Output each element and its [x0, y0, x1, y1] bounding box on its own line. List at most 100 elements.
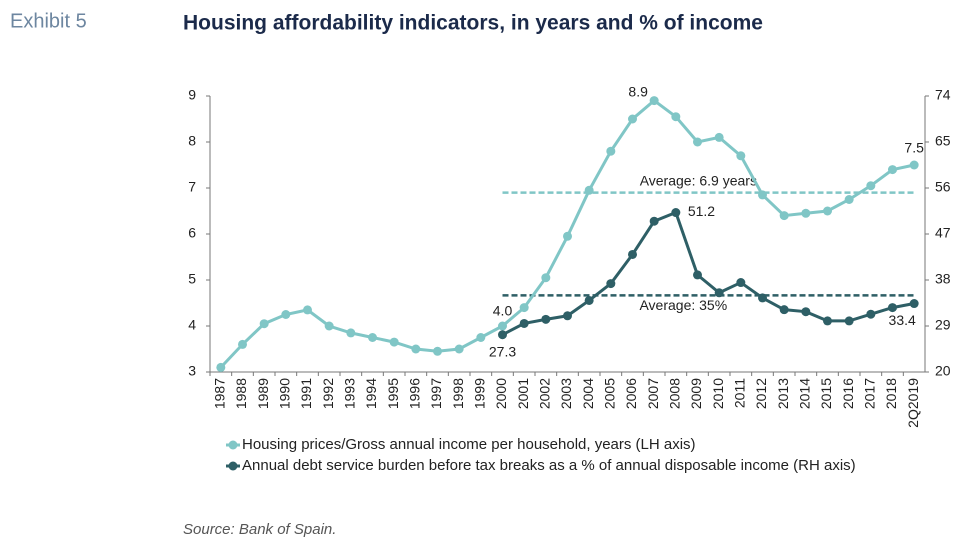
point — [714, 288, 724, 298]
x-tick-label: 2001 — [515, 378, 531, 409]
x-tick-label: 2017 — [862, 378, 878, 409]
point — [801, 307, 811, 317]
y-tick-label: 7 — [188, 179, 196, 195]
point — [693, 137, 702, 147]
x-tick-label: 1997 — [428, 378, 444, 409]
point — [389, 337, 399, 347]
point — [563, 231, 572, 241]
average-label: Average: 6.9 years — [640, 172, 757, 188]
x-tick-label: 1996 — [407, 378, 423, 409]
point — [909, 160, 919, 170]
point — [736, 151, 746, 161]
data-label: 8.9 — [628, 83, 648, 99]
point — [823, 206, 832, 216]
source-note: Source: Bank of Spain. — [183, 521, 336, 538]
point — [693, 270, 702, 280]
x-tick-label: 1988 — [233, 378, 249, 409]
x-tick-label: 1990 — [277, 378, 293, 409]
point — [216, 362, 226, 372]
x-tick-label: 2007 — [645, 378, 661, 409]
x-tick-label: 1992 — [320, 378, 336, 409]
point — [498, 321, 507, 331]
y-tick-label: 6 — [188, 225, 196, 241]
point — [519, 303, 529, 313]
point — [671, 112, 681, 122]
x-tick-label: 2018 — [883, 378, 899, 409]
y2-tick-label: 65 — [935, 133, 951, 149]
point — [433, 346, 442, 356]
x-tick-label: 2003 — [558, 378, 574, 409]
point — [238, 339, 247, 349]
point — [866, 181, 876, 191]
x-tick-label: 2000 — [493, 378, 509, 409]
x-tick-label: 2010 — [710, 378, 726, 409]
y-tick-label: 4 — [188, 317, 196, 333]
point — [844, 195, 854, 204]
point — [844, 316, 854, 326]
point — [866, 309, 876, 319]
x-tick-label: 1987 — [212, 378, 228, 409]
point — [736, 278, 746, 288]
x-tick-label: 1995 — [385, 378, 401, 409]
x-tick-label: 1993 — [342, 378, 358, 409]
y-tick-label: 5 — [188, 271, 196, 287]
y2-tick-label: 56 — [935, 179, 951, 195]
data-label: 7.5 — [904, 140, 924, 156]
point — [411, 344, 421, 354]
x-tick-label: 2011 — [732, 378, 748, 408]
x-tick-label: 2015 — [818, 378, 834, 409]
x-tick-label: 1999 — [472, 378, 488, 409]
point — [519, 318, 529, 328]
point — [758, 190, 767, 200]
point — [563, 311, 572, 321]
x-tick-label: 1994 — [363, 378, 379, 409]
point — [714, 132, 724, 142]
x-tick-label: 1998 — [450, 378, 466, 409]
point — [649, 216, 659, 226]
y2-tick-label: 47 — [935, 225, 951, 241]
x-tick-label: 2009 — [688, 378, 704, 409]
legend-label: Housing prices/Gross annual income per h… — [242, 436, 696, 453]
legend-marker — [228, 461, 238, 471]
average-label: Average: 35% — [639, 297, 727, 313]
y-tick-label: 3 — [188, 363, 196, 379]
point — [476, 333, 486, 342]
point — [324, 321, 334, 331]
x-tick-label: 2002 — [537, 378, 553, 409]
point — [584, 295, 594, 305]
point — [541, 273, 551, 283]
point — [628, 114, 637, 124]
point — [671, 208, 681, 218]
data-label: 4.0 — [493, 303, 513, 319]
point — [823, 316, 832, 326]
y2-tick-label: 74 — [935, 87, 951, 103]
data-label: 33.4 — [889, 312, 916, 328]
point — [606, 279, 616, 289]
point — [541, 314, 551, 324]
point — [346, 328, 356, 338]
point — [888, 165, 897, 175]
point — [888, 303, 897, 313]
point — [368, 333, 377, 342]
x-tick-label: 2005 — [602, 378, 618, 409]
point — [628, 249, 637, 259]
point — [758, 293, 767, 303]
x-tick-label: 2012 — [753, 378, 769, 409]
point — [649, 96, 659, 106]
x-tick-label: 2008 — [667, 378, 683, 409]
point — [454, 344, 464, 354]
x-tick-label: 1989 — [255, 378, 271, 409]
point — [606, 146, 616, 156]
x-tick-label: 2006 — [623, 378, 639, 409]
y2-tick-label: 29 — [935, 317, 951, 333]
point — [303, 305, 312, 315]
x-tick-label: 1991 — [298, 378, 314, 409]
x-tick-label: 2013 — [775, 378, 791, 409]
point — [281, 310, 291, 319]
x-tick-label: 2014 — [797, 378, 813, 409]
point — [259, 319, 269, 329]
data-label: 27.3 — [489, 343, 516, 359]
legend-marker — [228, 440, 238, 450]
x-tick-label: 2016 — [840, 378, 856, 409]
